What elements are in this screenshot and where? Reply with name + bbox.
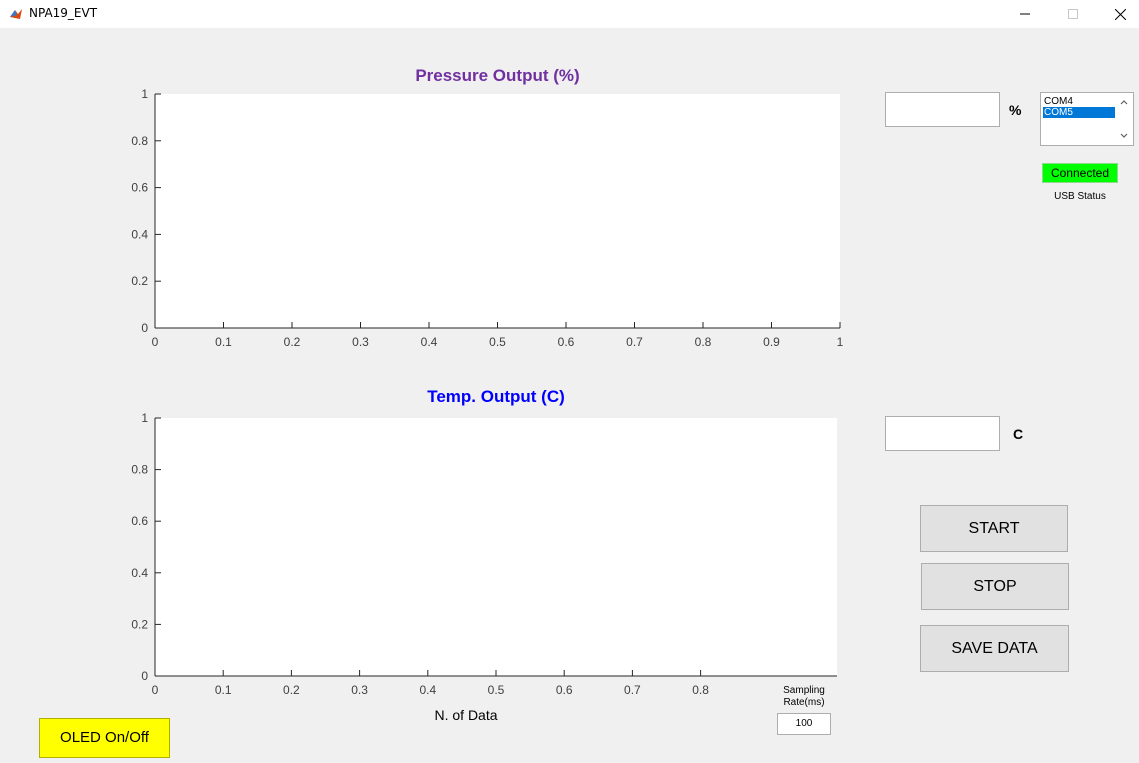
pressure-plot-area <box>155 94 840 328</box>
pressure-x-tick-label: 0.2 <box>284 335 301 349</box>
pressure-y-tick-label: 0.6 <box>131 181 148 195</box>
pressure-y-tick-label: 0.8 <box>131 134 148 148</box>
temp-y-tick-label: 0.2 <box>131 617 148 631</box>
sampling-rate-label: Sampling Rate(ms) <box>776 685 832 709</box>
list-item-selected[interactable]: COM5 <box>1043 107 1115 118</box>
temp-y-tick-label: 0.8 <box>131 463 148 477</box>
temp-x-tick-label: 0.3 <box>351 683 368 697</box>
temp-x-tick-label: 0.1 <box>215 683 232 697</box>
maximize-button[interactable] <box>1050 0 1096 28</box>
window-title: NPA19_EVT <box>29 6 98 20</box>
close-button[interactable] <box>1097 0 1139 28</box>
temp-y-tick-label: 0.4 <box>131 566 148 580</box>
pressure-x-tick-label: 0.7 <box>626 335 643 349</box>
pressure-value-field[interactable] <box>885 92 1000 127</box>
pressure-unit-label: % <box>1009 102 1022 118</box>
chevron-down-icon[interactable] <box>1118 130 1130 142</box>
matlab-icon <box>10 9 22 19</box>
usb-status-badge: Connected <box>1042 163 1118 183</box>
temp-x-tick-label: 0.5 <box>488 683 505 697</box>
close-icon <box>1114 8 1126 20</box>
pressure-x-tick-label: 0.1 <box>215 335 232 349</box>
temp-y-tick-label: 1 <box>141 411 148 425</box>
chevron-up-icon[interactable] <box>1118 96 1130 108</box>
pressure-plot-title: Pressure Output (%) <box>415 66 580 85</box>
temp-y-tick-label: 0.6 <box>131 514 148 528</box>
temp-value-field[interactable] <box>885 416 1000 451</box>
maximize-icon <box>1068 9 1078 19</box>
temp-plot-title: Temp. Output (C) <box>427 387 565 406</box>
pressure-y-tick-label: 1 <box>141 87 148 101</box>
sampling-rate-field[interactable]: 100 <box>777 713 831 735</box>
pressure-x-tick-label: 0 <box>152 335 159 349</box>
stop-button[interactable]: STOP <box>921 563 1069 610</box>
pressure-x-tick-label: 0.6 <box>558 335 575 349</box>
temp-x-tick-label: 0.4 <box>419 683 436 697</box>
minimize-icon <box>1020 13 1030 15</box>
listbox-scrollbar[interactable] <box>1115 93 1133 145</box>
temp-x-tick-label: 0.2 <box>283 683 300 697</box>
usb-status-label: USB Status <box>1054 191 1106 202</box>
pressure-y-tick-label: 0.2 <box>131 274 148 288</box>
sampling-rate-label-line2: Rate(ms) <box>783 697 825 708</box>
temp-x-tick-label: 0.7 <box>624 683 641 697</box>
minimize-button[interactable] <box>1002 0 1048 28</box>
oled-toggle-button[interactable]: OLED On/Off <box>39 718 170 758</box>
start-button[interactable]: START <box>920 505 1068 552</box>
list-item[interactable]: COM4 <box>1044 96 1073 107</box>
title-bar: NPA19_EVT <box>0 0 1139 28</box>
com-port-listbox[interactable]: COM4 COM5 <box>1040 92 1134 146</box>
temp-plot-xlabel: N. of Data <box>434 707 498 723</box>
temp-x-tick-label: 0.6 <box>556 683 573 697</box>
sampling-rate-label-line1: Sampling <box>783 685 825 696</box>
pressure-y-tick-label: 0 <box>141 321 148 335</box>
temp-y-tick-label: 0 <box>141 669 148 683</box>
pressure-y-tick-label: 0.4 <box>131 227 148 241</box>
pressure-x-tick-label: 0.5 <box>489 335 506 349</box>
temp-x-tick-label: 0 <box>152 683 159 697</box>
pressure-x-tick-label: 0.3 <box>352 335 369 349</box>
temp-unit-label: C <box>1013 426 1024 442</box>
temp-x-tick-label: 0.8 <box>692 683 709 697</box>
save-data-button[interactable]: SAVE DATA <box>920 625 1069 672</box>
pressure-x-tick-label: 1 <box>837 335 844 349</box>
pressure-x-tick-label: 0.8 <box>695 335 712 349</box>
temp-plot-area <box>155 418 837 676</box>
pressure-x-tick-label: 0.9 <box>763 335 780 349</box>
pressure-x-tick-label: 0.4 <box>421 335 438 349</box>
